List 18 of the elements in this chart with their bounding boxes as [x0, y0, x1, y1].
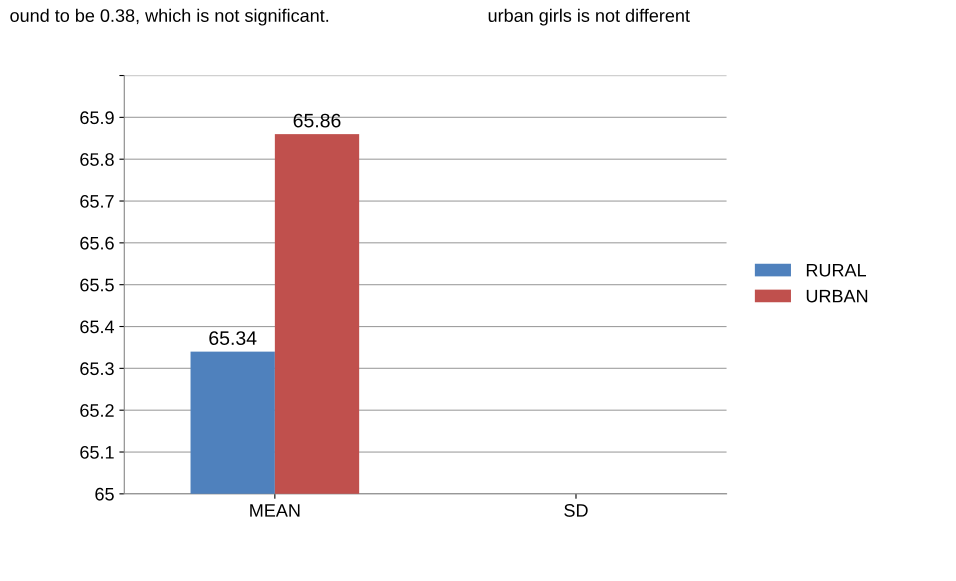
y-tick-label: 65.4 [80, 320, 114, 334]
y-tick-label: 65.2 [80, 404, 114, 417]
y-tick-label: 65.6 [80, 236, 114, 250]
legend-label: URBAN [806, 290, 868, 302]
text: ound to be 0.38, which is not significant. [10, 8, 328, 26]
legend-label: RURAL [806, 264, 866, 277]
y-tick-label: 65.1 [80, 446, 114, 459]
data-label: 65.86 [294, 114, 340, 128]
text: urban girls is not different [488, 8, 690, 26]
y-tick-label: 65.3 [80, 362, 114, 376]
x-tick-label: SD [564, 504, 588, 517]
y-tick-label: 65.8 [80, 153, 114, 166]
y-tick-label: 65.5 [80, 278, 114, 292]
y-tick-label: 65 [95, 488, 114, 501]
y-tick-label: 65.7 [80, 194, 114, 208]
data-label: 65.34 [209, 331, 256, 345]
x-tick-label: MEAN [250, 504, 300, 517]
y-tick-label: 65.9 [80, 111, 114, 124]
